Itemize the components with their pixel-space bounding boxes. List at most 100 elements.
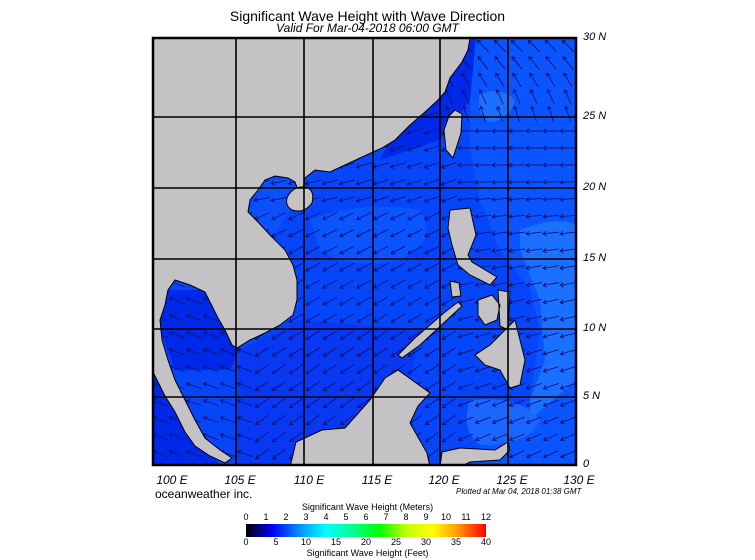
wave-direction-arrow-icon <box>339 212 355 221</box>
wave-direction-arrow-icon <box>423 144 440 152</box>
wave-direction-arrow-icon <box>525 332 542 339</box>
wave-direction-arrow-icon <box>322 262 338 272</box>
wave-direction-arrow-icon <box>508 416 525 425</box>
legend-tick: 30 <box>420 537 432 547</box>
wave-direction-arrow-icon <box>406 162 423 169</box>
legend-tick: 0 <box>243 512 249 522</box>
longitude-label: 105 E <box>224 473 256 487</box>
wave-direction-arrow-icon <box>542 450 559 459</box>
wave-direction-arrow-icon <box>525 145 542 151</box>
legend-tick: 4 <box>323 512 329 522</box>
wave-direction-arrow-icon <box>559 366 576 373</box>
wave-direction-arrow-icon <box>373 347 388 357</box>
legend-tick: 10 <box>440 512 452 522</box>
wave-direction-arrow-icon <box>542 315 559 322</box>
wave-direction-arrow-icon <box>457 382 474 390</box>
wave-direction-arrow-icon <box>424 229 440 238</box>
wave-direction-arrow-icon <box>508 128 525 134</box>
wave-direction-arrow-icon <box>561 39 574 52</box>
wave-direction-arrow-icon <box>542 399 559 408</box>
wave-direction-arrow-icon <box>525 265 542 271</box>
wave-direction-arrow-icon <box>559 399 576 408</box>
latitude-label: 10 N <box>583 322 607 334</box>
wave-direction-arrow-icon <box>185 449 202 458</box>
wave-direction-arrow-icon <box>564 105 571 122</box>
wave-direction-arrow-icon <box>304 179 321 186</box>
land <box>153 38 526 465</box>
wave-direction-arrow-icon <box>474 145 491 151</box>
wave-direction-arrow-icon <box>424 431 439 443</box>
wave-direction-arrow-icon <box>305 414 320 426</box>
wave-direction-arrow-icon <box>339 262 355 272</box>
wave-direction-arrow-icon <box>491 248 508 254</box>
wave-direction-arrow-icon <box>491 433 508 442</box>
wave-height-map <box>151 36 578 467</box>
wave-direction-arrow-icon <box>508 399 525 408</box>
wave-direction-arrow-icon <box>339 381 354 391</box>
wave-direction-arrow-icon <box>271 347 286 357</box>
wave-direction-arrow-icon <box>424 296 440 306</box>
wave-direction-arrow-icon <box>525 128 542 134</box>
land-mindanao <box>474 319 526 389</box>
legend-feet-title: Significant Wave Height (Feet) <box>306 548 429 558</box>
wave-direction-arrow-icon <box>272 448 286 460</box>
wave-direction-arrow-icon <box>271 414 286 426</box>
wave-direction-arrow-icon <box>529 88 538 105</box>
wave-direction-arrow-icon <box>525 399 542 408</box>
wave-direction-arrow-icon <box>288 245 304 255</box>
wave-direction-arrow-icon <box>476 39 489 52</box>
wave-direction-arrow-icon <box>474 382 491 390</box>
wave-direction-arrow-icon <box>338 179 355 186</box>
wave-direction-arrow-icon <box>424 347 439 357</box>
wave-direction-arrow-icon <box>424 414 439 426</box>
wave-direction-arrow-icon <box>322 313 338 323</box>
wave-direction-arrow-icon <box>305 262 321 272</box>
wave-direction-arrow-icon <box>236 364 253 373</box>
wave-direction-arrow-icon <box>407 313 423 323</box>
wave-direction-arrow-icon <box>559 128 576 134</box>
wave-direction-arrow-icon <box>219 398 236 407</box>
wave-direction-arrow-icon <box>185 330 202 339</box>
wave-direction-arrow-icon <box>563 72 573 88</box>
wave-direction-arrow-icon <box>510 39 523 52</box>
longitude-label: 110 E <box>293 473 325 487</box>
wave-direction-arrow-icon <box>559 213 576 219</box>
wave-direction-arrow-icon <box>457 179 475 185</box>
wave-direction-arrow-icon <box>474 179 492 185</box>
wave-direction-arrow-icon <box>542 433 559 442</box>
wave-direction-arrow-icon <box>322 229 338 238</box>
wave-direction-arrow-icon <box>219 381 236 390</box>
valid-time-subtitle: Valid For Mar-04-2018 06:00 GMT <box>276 21 459 35</box>
longitude-label: 125 E <box>496 473 528 487</box>
wave-direction-arrow-icon <box>525 248 542 254</box>
wave-direction-arrow-icon <box>508 179 526 185</box>
wave-direction-arrow-icon <box>356 347 371 357</box>
wave-direction-arrow-icon <box>474 433 491 442</box>
wave-direction-arrow-icon <box>168 330 185 339</box>
wave-direction-arrow-icon <box>525 231 542 237</box>
wave-direction-arrow-icon <box>559 162 576 168</box>
colorbar <box>246 524 486 537</box>
wave-direction-arrow-icon <box>202 398 219 407</box>
legend-tick: 7 <box>383 512 389 522</box>
wave-direction-arrow-icon <box>559 298 576 305</box>
wave-direction-arrow-icon <box>407 262 423 272</box>
wave-direction-arrow-icon <box>491 265 508 271</box>
wave-direction-arrow-icon <box>356 212 372 221</box>
legend-tick: 10 <box>300 537 312 547</box>
wave-direction-arrow-icon <box>542 282 559 288</box>
wave-direction-arrow-icon <box>305 347 320 357</box>
wave-direction-arrow-icon <box>477 56 489 70</box>
wave-direction-arrow-icon <box>441 347 456 357</box>
latitude-label: 30 N <box>583 31 607 43</box>
wave-direction-arrow-icon <box>305 330 321 340</box>
wave-direction-arrow-icon <box>390 245 406 255</box>
wave-direction-arrow-icon <box>373 279 389 289</box>
wave-direction-arrow-icon <box>491 213 509 219</box>
wave-direction-arrow-icon <box>423 161 440 169</box>
wave-direction-arrow-icon <box>338 196 355 203</box>
legend-tick: 6 <box>363 512 369 522</box>
wave-direction-arrow-icon <box>542 179 560 185</box>
legend-tick: 40 <box>480 537 492 547</box>
wave-direction-arrow-icon <box>373 262 389 272</box>
